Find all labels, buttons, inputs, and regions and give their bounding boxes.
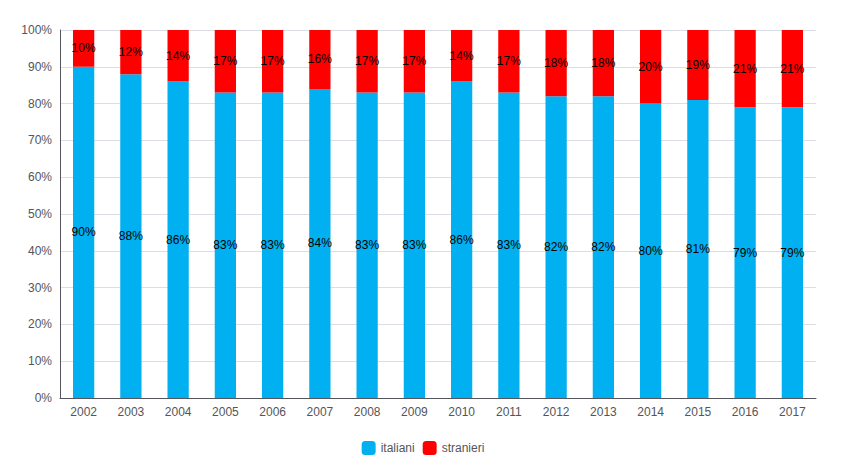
svg-text:86%: 86%: [450, 233, 474, 247]
svg-text:italiani: italiani: [381, 441, 415, 455]
svg-text:17%: 17%: [402, 54, 426, 68]
svg-text:17%: 17%: [213, 54, 237, 68]
svg-text:2008: 2008: [354, 405, 381, 419]
svg-text:14%: 14%: [450, 49, 474, 63]
svg-text:2012: 2012: [543, 405, 570, 419]
svg-text:60%: 60%: [28, 170, 52, 184]
svg-text:17%: 17%: [261, 54, 285, 68]
svg-text:81%: 81%: [686, 242, 710, 256]
svg-text:84%: 84%: [308, 236, 332, 250]
svg-text:80%: 80%: [28, 97, 52, 111]
svg-text:20%: 20%: [28, 317, 52, 331]
svg-text:2015: 2015: [685, 405, 712, 419]
svg-text:90%: 90%: [72, 225, 96, 239]
svg-text:2005: 2005: [212, 405, 239, 419]
svg-text:2013: 2013: [590, 405, 617, 419]
svg-text:2003: 2003: [118, 405, 145, 419]
svg-text:18%: 18%: [544, 56, 568, 70]
svg-text:83%: 83%: [402, 238, 426, 252]
svg-text:70%: 70%: [28, 133, 52, 147]
svg-text:2014: 2014: [637, 405, 664, 419]
svg-text:2004: 2004: [165, 405, 192, 419]
svg-text:79%: 79%: [780, 246, 804, 260]
svg-text:88%: 88%: [119, 229, 143, 243]
svg-text:10%: 10%: [28, 354, 52, 368]
svg-text:83%: 83%: [213, 238, 237, 252]
svg-text:14%: 14%: [166, 49, 190, 63]
svg-text:50%: 50%: [28, 207, 52, 221]
svg-text:2007: 2007: [307, 405, 334, 419]
svg-text:2009: 2009: [401, 405, 428, 419]
svg-text:17%: 17%: [497, 54, 521, 68]
svg-text:83%: 83%: [261, 238, 285, 252]
svg-text:17%: 17%: [355, 54, 379, 68]
svg-text:2017: 2017: [779, 405, 806, 419]
svg-text:83%: 83%: [497, 238, 521, 252]
svg-text:stranieri: stranieri: [442, 441, 485, 455]
svg-text:40%: 40%: [28, 244, 52, 258]
svg-text:30%: 30%: [28, 281, 52, 295]
svg-text:100%: 100%: [21, 23, 52, 37]
svg-text:19%: 19%: [686, 58, 710, 72]
svg-text:0%: 0%: [35, 391, 53, 405]
svg-text:12%: 12%: [119, 45, 143, 59]
svg-text:2002: 2002: [70, 405, 97, 419]
svg-text:82%: 82%: [591, 240, 615, 254]
svg-text:90%: 90%: [28, 60, 52, 74]
svg-text:86%: 86%: [166, 233, 190, 247]
svg-text:83%: 83%: [355, 238, 379, 252]
svg-text:18%: 18%: [591, 56, 615, 70]
svg-text:2006: 2006: [259, 405, 286, 419]
svg-text:82%: 82%: [544, 240, 568, 254]
svg-text:2011: 2011: [496, 405, 522, 419]
svg-text:21%: 21%: [733, 62, 757, 76]
svg-text:16%: 16%: [308, 52, 332, 66]
svg-text:21%: 21%: [780, 62, 804, 76]
svg-text:2016: 2016: [732, 405, 759, 419]
svg-text:80%: 80%: [639, 244, 663, 258]
svg-text:20%: 20%: [639, 60, 663, 74]
svg-text:10%: 10%: [72, 41, 96, 55]
svg-text:79%: 79%: [733, 246, 757, 260]
svg-text:2010: 2010: [448, 405, 475, 419]
